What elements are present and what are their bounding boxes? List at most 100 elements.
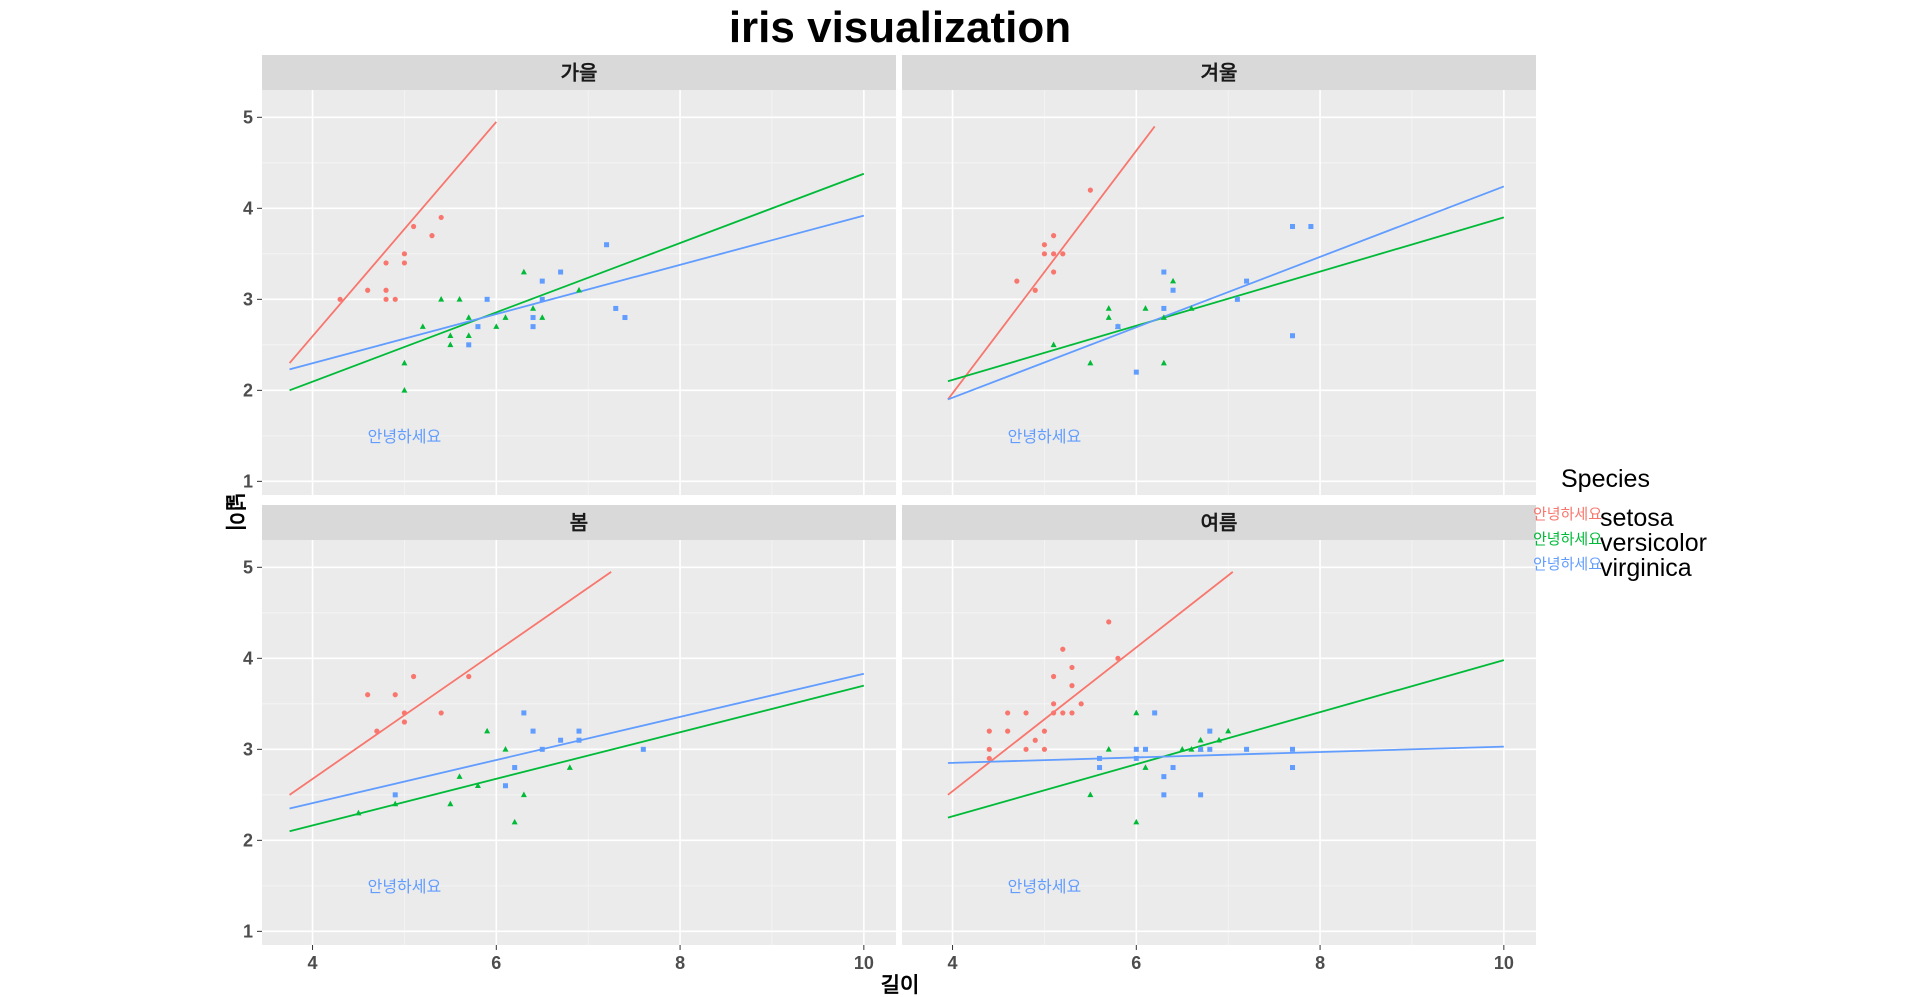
y-axis-title: 넓이 [223,493,247,532]
x-tick-label: 10 [1494,953,1514,973]
point-setosa [1051,269,1057,275]
legend-label-virginica: virginica [1600,554,1692,582]
point-versicolor [1216,736,1222,743]
point-versicolor [1197,736,1204,743]
point-versicolor [1188,746,1195,752]
point-virginica [1142,746,1148,752]
annotation-text: 안녕하세요 [1008,877,1082,896]
point-virginica [502,783,508,789]
point-virginica [576,737,582,743]
point-virginica [558,737,564,743]
point-setosa [401,710,408,716]
point-versicolor [1050,341,1057,348]
point-virginica [1207,728,1213,734]
point-versicolor [401,387,408,393]
point-setosa [383,260,389,266]
point-setosa [365,692,371,698]
point-virginica [1161,774,1167,780]
chart-title: iris visualization [729,3,1071,52]
panel-background [902,90,1536,495]
point-versicolor [1188,305,1195,311]
legend-key-setosa: 안녕하세요 [1533,505,1602,523]
point-setosa [1032,287,1038,293]
point-setosa [1023,710,1029,716]
facet-strip-label: 가을 [561,61,598,85]
facet-strip-label: 겨울 [1201,61,1238,85]
point-virginica [576,728,582,734]
point-versicolor [474,782,481,789]
point-versicolor [456,773,463,779]
x-tick-label: 6 [491,953,501,973]
point-setosa [1060,646,1066,652]
point-versicolor [1133,818,1140,825]
point-setosa [1051,710,1057,716]
point-virginica [604,242,610,248]
point-versicolor [465,332,472,339]
point-versicolor [502,746,509,752]
point-setosa [1041,251,1048,257]
fit-line-setosa [289,571,612,796]
point-setosa [392,296,398,302]
facet-strip-label: 여름 [1201,511,1238,535]
fit-line-versicolor [289,172,865,392]
annotation-text: 안녕하세요 [368,877,442,896]
y-tick-label: 1 [243,471,253,491]
point-setosa [1051,251,1057,257]
point-versicolor [520,268,527,275]
facet-panel: 여름 4 6 8 10 안녕하세요 [902,505,1536,973]
point-versicolor [1105,314,1112,320]
point-virginica [558,269,564,275]
point-virginica [1170,765,1176,771]
fit-line-setosa [288,121,497,364]
legend-key-virginica: 안녕하세요 [1533,555,1602,573]
point-setosa [1115,655,1121,661]
point-setosa [986,755,992,762]
point-virginica [640,746,646,752]
point-setosa [1041,728,1048,734]
point-virginica [1290,746,1296,752]
point-virginica [466,342,472,348]
point-versicolor [1087,791,1094,798]
fit-line-versicolor [289,684,865,833]
point-versicolor [1142,305,1149,311]
y-tick-label: 5 [243,107,253,127]
point-virginica [1290,765,1296,771]
fit-line-setosa [947,125,1156,400]
point-virginica [1115,324,1121,330]
point-virginica [1097,755,1103,761]
point-virginica [484,296,490,302]
x-tick-label: 8 [1315,953,1325,973]
facet-strip [902,55,1536,90]
point-virginica [1244,746,1250,752]
point-setosa [401,251,408,257]
point-setosa [1051,701,1057,707]
point-setosa [1041,242,1048,248]
x-tick-label: 10 [854,953,874,973]
point-virginica [622,315,628,321]
point-virginica [1290,224,1296,230]
point-virginica [539,278,545,284]
point-versicolor [1160,359,1167,366]
point-versicolor [438,296,445,302]
y-tick-label: 1 [243,921,253,941]
point-versicolor [1160,314,1167,320]
y-tick-label: 4 [243,648,253,668]
point-virginica [539,746,545,752]
facet-panel: 가을 1 2 3 4 5 안녕하세요 [243,55,896,495]
y-tick-label: 2 [243,380,253,400]
point-setosa [986,746,992,752]
point-versicolor [539,314,546,320]
point-setosa [383,287,389,293]
y-tick-label: 4 [243,198,253,218]
point-virginica [1133,369,1139,375]
x-axis-title: 길이 [881,973,920,997]
legend-key-versicolor: 안녕하세요 [1533,530,1602,548]
legend-label-setosa: setosa [1600,504,1674,532]
point-versicolor [1142,764,1149,770]
x-tick-label: 4 [948,953,958,973]
point-setosa [1087,187,1093,193]
point-setosa [411,673,417,680]
